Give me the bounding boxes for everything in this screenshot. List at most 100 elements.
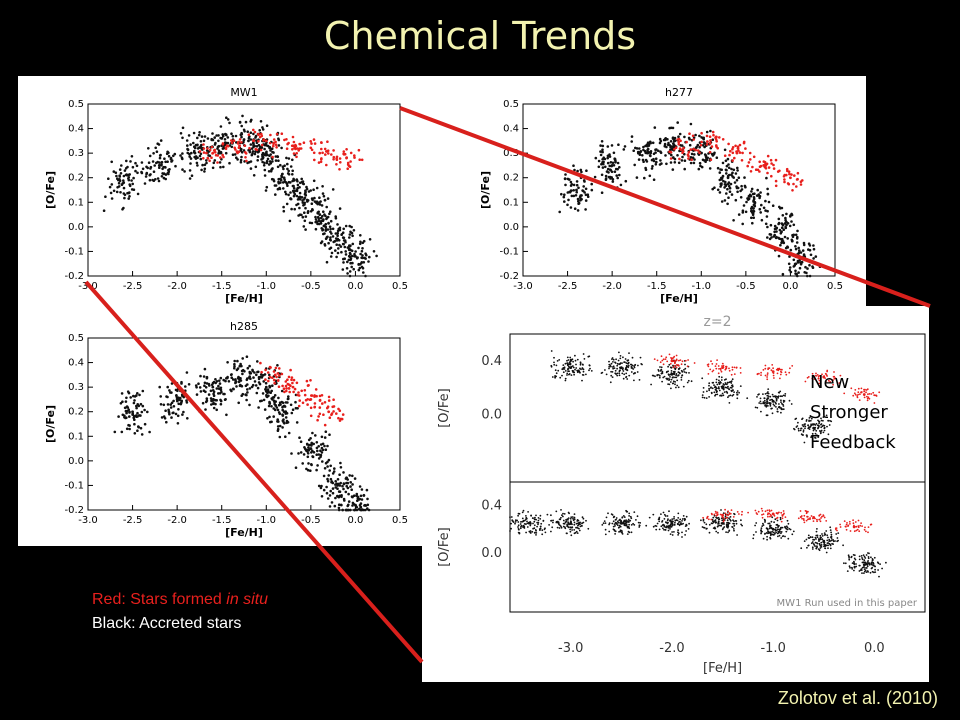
data-point: [127, 423, 130, 427]
data-point: [580, 368, 582, 371]
data-point: [727, 173, 731, 177]
data-point: [268, 415, 271, 419]
x-tick-label: -1.5: [647, 281, 667, 292]
data-point: [260, 399, 263, 403]
data-point: [287, 173, 291, 176]
data-point: [246, 391, 249, 394]
data-point: [171, 411, 174, 415]
data-point: [328, 416, 332, 420]
data-point: [715, 156, 719, 159]
y-tick-label: -0.1: [64, 480, 84, 491]
data-point: [161, 167, 164, 171]
data-point: [320, 141, 323, 144]
data-point: [564, 173, 567, 176]
data-point: [352, 267, 356, 271]
data-point: [239, 384, 243, 388]
data-point: [808, 248, 812, 252]
data-point: [118, 168, 122, 171]
data-point: [347, 248, 351, 252]
data-point: [298, 142, 302, 146]
data-point: [704, 154, 708, 157]
data-point: [148, 178, 152, 182]
data-point: [236, 158, 239, 161]
data-point: [317, 161, 321, 164]
data-point: [310, 444, 313, 447]
data-point: [284, 401, 288, 404]
data-point: [744, 147, 747, 150]
data-point: [284, 384, 288, 388]
data-point: [750, 187, 754, 191]
data-point: [135, 406, 138, 410]
data-point: [179, 154, 182, 157]
data-point: [252, 142, 255, 146]
data-point: [285, 182, 289, 185]
data-point: [341, 508, 345, 512]
data-point: [621, 368, 624, 371]
data-point: [578, 369, 580, 372]
data-point: [264, 385, 268, 389]
data-point: [764, 222, 768, 226]
data-point: [162, 172, 165, 176]
data-point: [303, 211, 306, 214]
data-point: [798, 266, 802, 270]
data-point: [121, 208, 124, 211]
data-point: [115, 190, 119, 194]
data-point: [195, 393, 199, 396]
data-point: [309, 379, 312, 382]
data-point: [204, 390, 207, 394]
data-point: [313, 196, 316, 200]
data-point: [727, 166, 731, 170]
data-point: [254, 147, 257, 151]
data-point: [604, 174, 608, 178]
data-point: [721, 174, 725, 178]
data-point: [619, 369, 621, 372]
data-point: [569, 358, 572, 361]
data-point: [732, 168, 736, 172]
data-point: [188, 155, 191, 158]
data-point: [341, 484, 344, 488]
data-point: [327, 399, 331, 402]
data-point: [638, 379, 641, 381]
data-point: [212, 392, 215, 396]
data-point: [305, 442, 309, 446]
data-point: [797, 246, 800, 250]
data-point: [304, 193, 308, 197]
data-point: [276, 187, 280, 191]
data-point: [245, 355, 249, 359]
data-point: [230, 141, 234, 145]
data-point: [303, 203, 306, 206]
data-point: [152, 152, 155, 155]
data-point: [612, 358, 615, 361]
data-point: [812, 257, 815, 260]
data-point: [169, 406, 173, 409]
data-point: [307, 438, 311, 442]
data-point: [606, 161, 610, 165]
data-point: [186, 144, 189, 147]
data-point: [794, 233, 798, 237]
data-point: [262, 374, 265, 377]
data-point: [312, 151, 316, 155]
data-point: [558, 359, 561, 361]
data-point: [231, 378, 235, 381]
data-point: [336, 487, 339, 491]
data-point: [563, 177, 567, 181]
data-point: [326, 497, 330, 500]
data-point: [158, 385, 161, 389]
data-point: [785, 173, 788, 177]
data-point: [351, 501, 355, 505]
data-point: [659, 139, 663, 143]
data-point: [246, 366, 250, 370]
data-point: [253, 130, 257, 134]
data-point: [332, 470, 336, 473]
data-point: [255, 391, 259, 395]
data-point: [104, 195, 107, 198]
data-point: [317, 415, 320, 418]
data-point: [327, 152, 330, 155]
data-point: [144, 175, 148, 178]
data-point: [309, 146, 313, 150]
data-point: [576, 371, 579, 374]
data-point: [689, 148, 692, 151]
data-point: [566, 203, 569, 207]
data-point: [296, 393, 299, 397]
data-point: [254, 165, 258, 169]
